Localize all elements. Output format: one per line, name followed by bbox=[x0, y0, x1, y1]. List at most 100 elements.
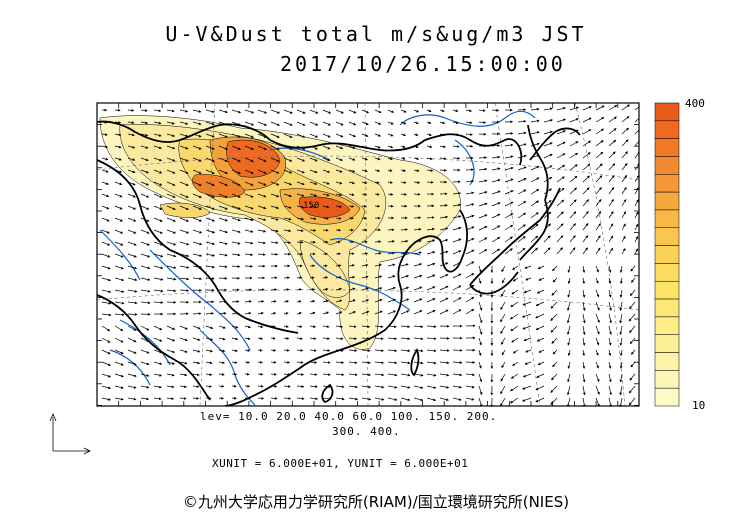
wind-arrow bbox=[101, 265, 111, 270]
wind-arrow bbox=[478, 167, 488, 171]
wind-arrow bbox=[257, 217, 267, 221]
wind-arrow bbox=[387, 251, 396, 255]
wind-arrow bbox=[551, 289, 558, 296]
wind-arrow bbox=[621, 139, 629, 147]
wind-arrow bbox=[153, 277, 164, 281]
wind-arrow bbox=[205, 109, 215, 113]
wind-arrow bbox=[309, 385, 318, 388]
wind-arrow bbox=[491, 167, 501, 171]
wind-arrow bbox=[179, 325, 188, 330]
wind-arrow bbox=[270, 157, 280, 162]
wind-arrow bbox=[522, 373, 532, 378]
wind-arrow bbox=[465, 109, 473, 113]
wind-arrow bbox=[491, 248, 501, 255]
wind-arrow bbox=[166, 181, 176, 186]
wind-arrow bbox=[439, 250, 449, 255]
wind-arrow bbox=[550, 385, 558, 393]
wind-arrow bbox=[582, 373, 586, 383]
wind-arrow bbox=[114, 217, 124, 222]
wind-arrow bbox=[374, 145, 381, 149]
wind-arrow bbox=[309, 229, 317, 232]
wind-arrow bbox=[569, 152, 579, 159]
wind-arrow bbox=[400, 109, 407, 113]
wind-arrow bbox=[257, 229, 267, 233]
wind-arrow bbox=[101, 277, 111, 282]
wind-arrow bbox=[361, 385, 372, 389]
wind-arrow bbox=[335, 157, 343, 161]
colorbar-swatch bbox=[654, 156, 680, 175]
wind-arrow bbox=[101, 397, 112, 401]
wind-arrow bbox=[283, 349, 290, 352]
wind-arrow bbox=[439, 109, 445, 113]
wind-arrow bbox=[504, 178, 514, 183]
wind-arrow bbox=[283, 372, 291, 376]
wind-arrow bbox=[387, 298, 396, 303]
wind-arrow bbox=[630, 361, 636, 368]
wind-arrow bbox=[439, 204, 448, 207]
wind-arrow bbox=[296, 109, 306, 114]
wind-arrow bbox=[231, 361, 238, 364]
wind-arrow bbox=[114, 325, 124, 331]
wind-arrow bbox=[296, 312, 302, 315]
wind-arrow bbox=[517, 166, 527, 171]
wind-arrow bbox=[322, 349, 331, 352]
wind-arrow bbox=[166, 121, 175, 125]
vector-units: XUNIT = 6.000E+01, YUNIT = 6.000E+01 bbox=[212, 457, 469, 470]
wind-arrow bbox=[413, 169, 420, 172]
wind-arrow bbox=[205, 253, 216, 257]
wind-arrow bbox=[101, 169, 109, 173]
wind-arrow bbox=[556, 187, 565, 195]
wind-arrow bbox=[582, 301, 586, 312]
wind-arrow bbox=[231, 217, 241, 222]
wind-arrow bbox=[628, 313, 636, 322]
wind-arrow bbox=[413, 373, 424, 377]
wind-arrow bbox=[257, 169, 267, 174]
wind-arrow bbox=[569, 223, 576, 231]
wind-arrow bbox=[361, 263, 369, 267]
wind-arrow bbox=[413, 397, 424, 402]
wind-arrow bbox=[634, 199, 639, 207]
wind-arrow bbox=[452, 361, 463, 364]
wind-arrow bbox=[127, 325, 137, 331]
wind-arrow bbox=[517, 143, 527, 147]
wind-arrow bbox=[608, 186, 615, 195]
wind-arrow bbox=[192, 241, 203, 246]
wind-arrow bbox=[530, 107, 540, 111]
wind-arrow bbox=[335, 121, 344, 126]
wind-arrow bbox=[218, 312, 227, 315]
map-timestamp: 2017/10/26.15:00:00 bbox=[280, 52, 566, 76]
wind-arrow bbox=[582, 211, 589, 219]
colorbar-swatch bbox=[654, 209, 680, 229]
wind-arrow bbox=[153, 253, 164, 258]
wind-arrow bbox=[309, 288, 315, 291]
wind-arrow bbox=[509, 313, 519, 320]
wind-arrow bbox=[621, 174, 628, 183]
wind-arrow bbox=[501, 349, 506, 356]
wind-arrow bbox=[166, 157, 176, 162]
wind-arrow bbox=[582, 223, 589, 231]
wind-arrow bbox=[283, 337, 290, 340]
wind-arrow bbox=[629, 325, 636, 334]
wind-arrow bbox=[140, 145, 149, 149]
wind-arrow bbox=[296, 217, 305, 221]
wind-arrow bbox=[244, 205, 254, 210]
wind-arrow bbox=[231, 241, 241, 245]
wind-arrow bbox=[140, 349, 150, 354]
wind-arrow bbox=[179, 337, 188, 342]
wind-arrow bbox=[283, 288, 290, 291]
wind-arrow bbox=[510, 325, 519, 332]
wind-arrow bbox=[478, 361, 482, 369]
wind-arrow bbox=[413, 274, 423, 279]
wind-arrow bbox=[101, 133, 108, 136]
wind-arrow bbox=[631, 349, 636, 355]
wind-arrow bbox=[530, 212, 539, 219]
wind-arrow bbox=[374, 169, 381, 173]
wind-arrow bbox=[374, 181, 380, 184]
wind-arrow bbox=[140, 205, 150, 210]
wind-arrow bbox=[348, 299, 356, 303]
wind-arrow bbox=[179, 397, 187, 400]
wind-arrow bbox=[517, 212, 527, 219]
wind-arrow bbox=[543, 176, 553, 183]
wind-arrow bbox=[439, 133, 446, 137]
wind-arrow bbox=[166, 217, 176, 222]
